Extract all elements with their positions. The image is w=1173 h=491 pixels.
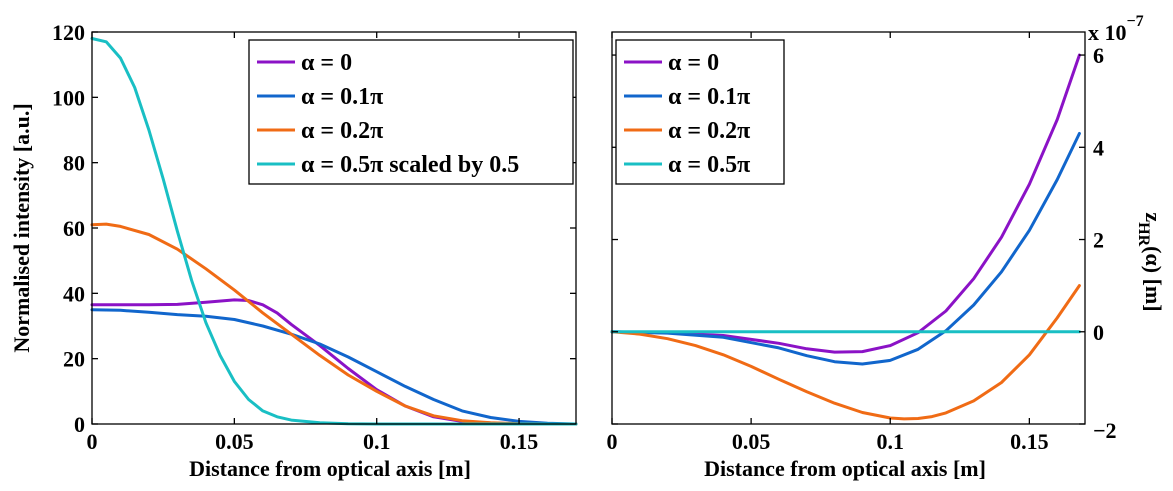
legend-label: α = 0.5π: [668, 152, 750, 178]
x-tick-label: 0.05: [215, 429, 254, 454]
series-line-0: [90, 298, 578, 426]
ylabel-tail: (α) [m]: [1141, 246, 1166, 311]
y-tick-label: 120: [52, 20, 85, 45]
legend-label: α = 0.1π: [301, 84, 383, 110]
y-tick-label: 0: [1093, 320, 1104, 345]
legend-label: α = 0: [668, 50, 719, 76]
exponent-power: −7: [1127, 13, 1144, 30]
series-line-1: [610, 132, 1081, 366]
left-x-axis-label: Distance from optical axis [m]: [189, 456, 471, 481]
series-group: [610, 53, 1081, 421]
y-tick-label: 2: [1093, 228, 1104, 253]
legend: α = 0 α = 0.1π α = 0.2π α = 0.5π scaled by …: [248, 39, 574, 185]
x-tick-label: 0.15: [1010, 429, 1049, 454]
legend-box: [615, 39, 785, 185]
left-y-axis-label: Normalised intensity [a.u.]: [9, 103, 34, 352]
right-y-axis-label: zHR(α) [m]: [1135, 212, 1166, 311]
ylabel-main: z: [1141, 212, 1166, 222]
y-tick-label: 60: [63, 216, 85, 241]
ylabel-sub: HR: [1135, 222, 1152, 246]
y-tick-label: 0: [74, 412, 85, 437]
x-tick-label: 0.05: [732, 429, 771, 454]
exponent-base: x 10: [1088, 20, 1127, 45]
series-line-2: [90, 222, 578, 426]
x-tick-label: 0.1: [363, 429, 391, 454]
intensity-chart: Normalised intensity [a.u.] Distance fro…: [9, 20, 578, 481]
zhr-chart: Distance from optical axis [m] x 10−7 zH…: [607, 13, 1167, 481]
series-line-1: [90, 308, 578, 426]
y-tick-label: 4: [1093, 135, 1104, 160]
legend-label: α = 0.5π scaled by 0.5: [301, 152, 519, 178]
x-tick-label: 0: [87, 429, 98, 454]
series-line-0: [610, 53, 1081, 354]
y-tick-label: −2: [1093, 418, 1117, 443]
legend-label: α = 0.1π: [668, 84, 750, 110]
y-tick-label: 80: [63, 151, 85, 176]
plot-frame: [611, 31, 1086, 425]
right-exponent-label: x 10−7: [1088, 13, 1144, 45]
series-line-2: [610, 284, 1081, 421]
x-tick-label: 0: [607, 429, 618, 454]
right-x-axis-label: Distance from optical axis [m]: [704, 456, 986, 481]
legend: α = 0 α = 0.1π α = 0.2π α = 0.5π: [615, 39, 785, 185]
y-tick-label: 6: [1093, 43, 1104, 68]
x-tick-label: 0.15: [500, 429, 539, 454]
x-tick-label: 0.1: [876, 429, 904, 454]
y-tick-label: 20: [63, 347, 85, 372]
y-tick-label: 40: [63, 281, 85, 306]
legend-label: α = 0: [301, 50, 352, 76]
y-tick-label: 100: [52, 85, 85, 110]
legend-label: α = 0.2π: [668, 118, 750, 144]
legend-box: [248, 39, 574, 185]
legend-label: α = 0.2π: [301, 118, 383, 144]
